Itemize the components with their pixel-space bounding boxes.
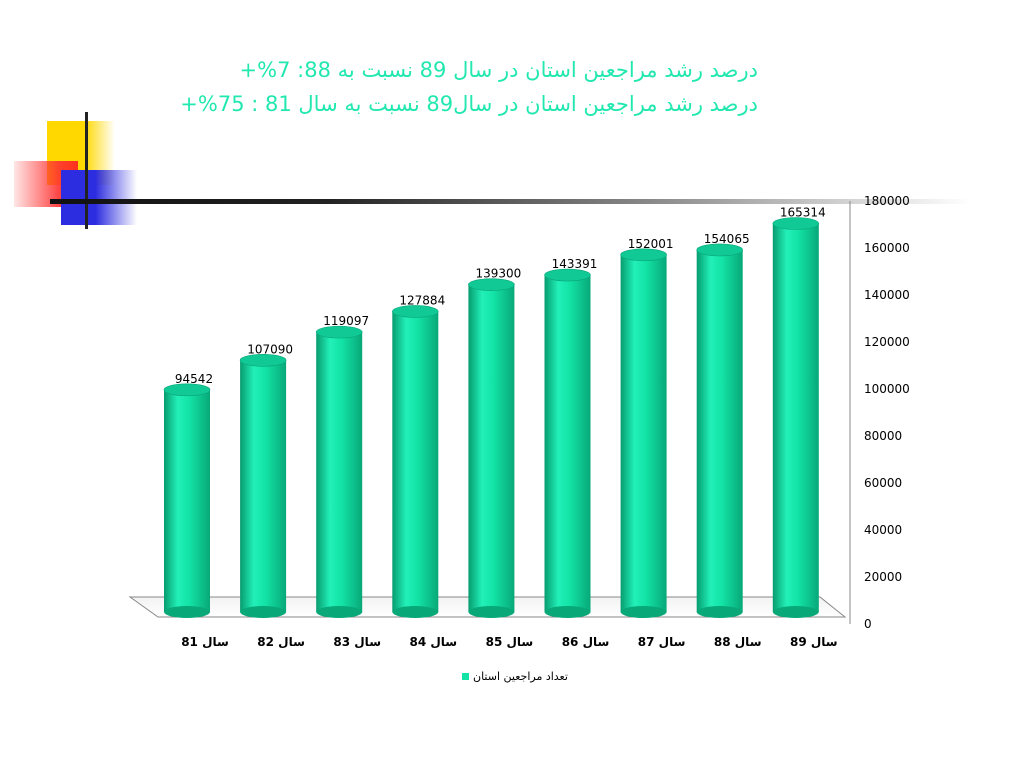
data-label: 139300 [475, 267, 521, 281]
data-label: 119097 [323, 314, 369, 328]
chart-bar [163, 383, 211, 618]
chart-bar [696, 243, 744, 618]
y-tick-label: 100000 [864, 382, 910, 396]
legend-label: تعداد مراجعین استان [473, 670, 568, 683]
x-tick-label: سال 87 [638, 635, 686, 649]
x-tick-label: سال 86 [562, 635, 610, 649]
data-label: 154065 [704, 232, 750, 246]
chart-bar [315, 325, 363, 618]
y-tick-label: 80000 [864, 429, 902, 443]
decorative-blue-square [61, 170, 137, 225]
y-tick-label: 40000 [864, 523, 902, 537]
slide-title-line-2: درصد رشد مراجعین استان در سال89 نسبت به … [180, 92, 758, 116]
chart-bar [772, 217, 820, 618]
x-tick-label: سال 88 [714, 635, 762, 649]
decorative-horizontal-line [50, 199, 970, 204]
data-label: 94542 [175, 372, 213, 386]
data-label: 165314 [780, 206, 826, 220]
x-tick-label: سال 83 [333, 635, 381, 649]
x-tick-label: سال 84 [409, 635, 457, 649]
chart-bar [239, 354, 287, 618]
y-tick-label: 60000 [864, 476, 902, 490]
x-tick-label: سال 82 [257, 635, 305, 649]
x-tick-label: سال 89 [790, 635, 838, 649]
data-label: 152001 [628, 237, 674, 251]
x-tick-label: سال 85 [486, 635, 534, 649]
legend-swatch [462, 673, 469, 680]
y-tick-label: 140000 [864, 288, 910, 302]
y-tick-label: 180000 [864, 194, 910, 208]
data-label: 107090 [247, 342, 293, 356]
y-tick-label: 160000 [864, 241, 910, 255]
chart-bar [620, 248, 667, 618]
y-tick-label: 0 [864, 617, 872, 631]
chart-legend: تعداد مراجعین استان [462, 670, 568, 683]
chart-bar [544, 268, 591, 618]
chart-bar [468, 278, 515, 618]
x-tick-label: سال 81 [181, 635, 229, 649]
y-tick-label: 20000 [864, 570, 902, 584]
data-label: 143391 [552, 257, 598, 271]
slide-title-line-1: درصد رشد مراجعین استان در سال 89 نسبت به… [239, 58, 758, 82]
chart-bar [391, 305, 439, 618]
decorative-vertical-line [85, 112, 88, 229]
y-tick-label: 120000 [864, 335, 910, 349]
data-label: 127884 [399, 293, 445, 307]
